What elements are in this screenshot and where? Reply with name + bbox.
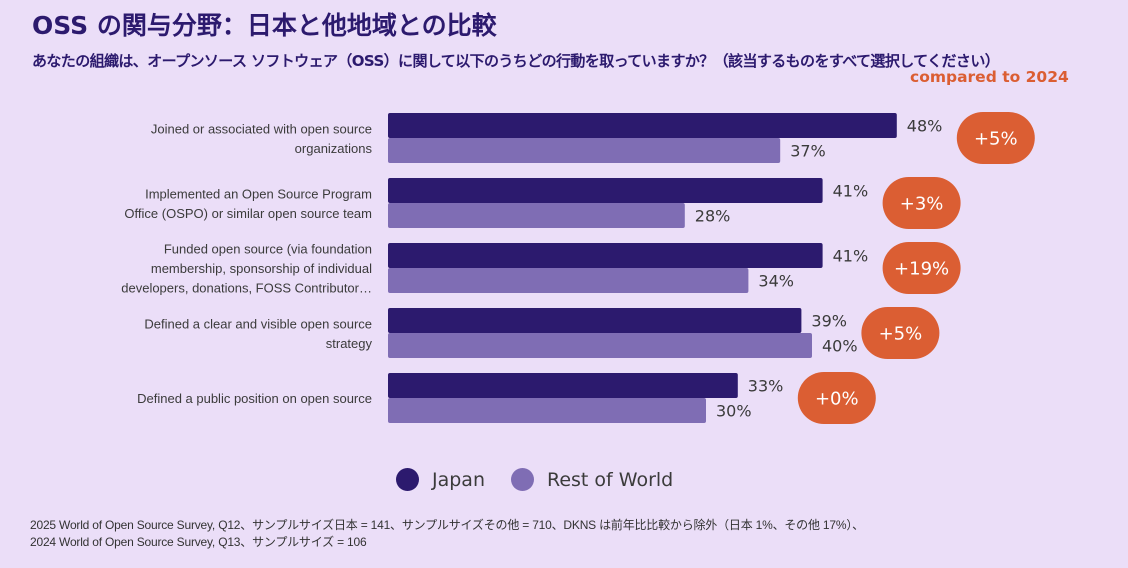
- change-badge-label: +0%: [815, 389, 859, 410]
- bar-japan: [388, 243, 823, 268]
- value-label-rest-of-world: 30%: [716, 402, 752, 421]
- legend: Japan Rest of World: [396, 468, 699, 491]
- change-badge: [861, 307, 940, 359]
- bar-rest-of-world: [388, 268, 749, 293]
- page-title: OSS の関与分野：日本と他地域との比較: [32, 11, 497, 40]
- bar-japan: [388, 373, 738, 398]
- legend-item-rest-of-world: Rest of World: [511, 468, 673, 491]
- legend-item-japan: Japan: [396, 468, 485, 491]
- change-badge: [882, 242, 961, 294]
- value-label-rest-of-world: 34%: [758, 272, 794, 291]
- bar-chart: Joined or associated with open source org…: [121, 112, 1035, 424]
- legend-swatch-rest-of-world-icon: [511, 468, 534, 491]
- value-label-japan: 39%: [811, 312, 847, 331]
- category-label: Implemented an Open Source Program: [145, 186, 372, 201]
- category-label: Defined a clear and visible open source: [144, 316, 372, 331]
- bar-japan: [388, 113, 897, 138]
- bar-rest-of-world: [388, 398, 706, 423]
- category-label: developers, donations, FOSS Contributor…: [121, 281, 372, 296]
- value-label-japan: 41%: [833, 247, 869, 266]
- value-label-japan: 41%: [833, 182, 869, 201]
- category-label: Joined or associated with open source: [151, 121, 372, 136]
- change-badge-label: +3%: [900, 194, 944, 215]
- legend-swatch-japan-icon: [396, 468, 419, 491]
- change-badge-label: +5%: [974, 129, 1018, 150]
- legend-label-japan: Japan: [432, 468, 485, 491]
- value-label-rest-of-world: 40%: [822, 337, 858, 356]
- bar-rest-of-world: [388, 203, 685, 228]
- value-label-rest-of-world: 28%: [695, 207, 731, 226]
- bar-japan: [388, 178, 823, 203]
- change-badge: [797, 372, 876, 424]
- bar-rest-of-world: [388, 138, 781, 163]
- category-label: Office (OSPO) or similar open source tea…: [124, 206, 372, 221]
- category-label: Defined a public position on open source: [137, 391, 372, 406]
- change-badge-label: +5%: [879, 324, 923, 345]
- survey-question: あなたの組織は、オープンソース ソフトウェア（OSS）に関して以下のうちどの行動…: [32, 52, 1000, 70]
- footnote: 2025 World of Open Source Survey, Q12、サン…: [30, 517, 864, 551]
- change-badge-label: +19%: [894, 259, 949, 280]
- bar-japan: [388, 308, 802, 333]
- comparison-label: compared to 2024: [910, 68, 1069, 86]
- change-badge: [882, 177, 961, 229]
- value-label-japan: 33%: [748, 377, 784, 396]
- category-label: strategy: [326, 336, 373, 351]
- footnote-line: 2024 World of Open Source Survey, Q13、サン…: [30, 535, 367, 549]
- change-badge: [956, 112, 1035, 164]
- value-label-japan: 48%: [907, 117, 943, 136]
- footnote-line: 2025 World of Open Source Survey, Q12、サン…: [30, 518, 864, 532]
- category-label: membership, sponsorship of individual: [151, 261, 372, 276]
- category-label: organizations: [295, 141, 373, 156]
- legend-label-rest-of-world: Rest of World: [547, 468, 674, 491]
- value-label-rest-of-world: 37%: [790, 142, 826, 161]
- category-label: Funded open source (via foundation: [164, 242, 372, 257]
- bar-rest-of-world: [388, 333, 812, 358]
